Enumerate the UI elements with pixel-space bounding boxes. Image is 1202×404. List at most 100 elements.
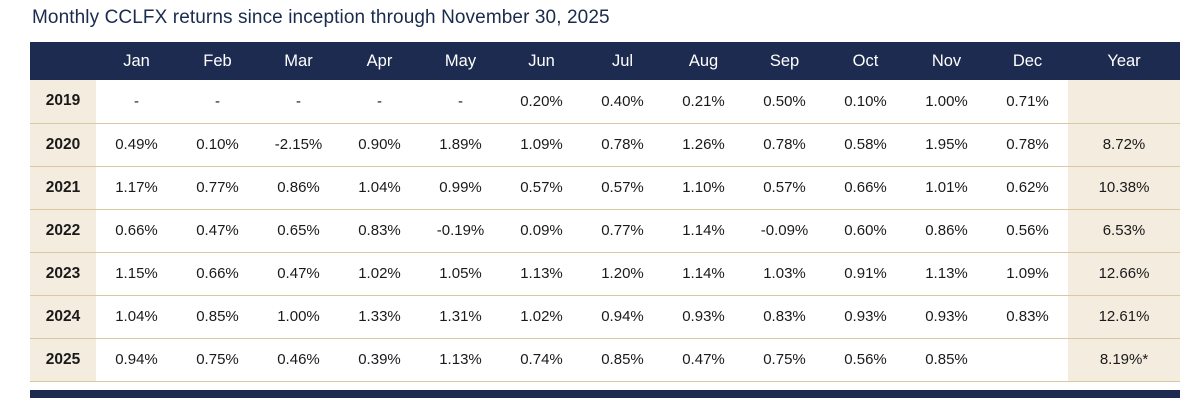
return-cell: 1.17% [115,179,158,196]
return-cell: 1.03% [763,265,806,282]
return-cell: 1.02% [520,308,563,325]
return-cell: 0.60% [844,222,887,239]
return-cell: 1.31% [439,308,482,325]
return-cell: 1.26% [682,136,725,153]
table-row-2024: 2024 1.04% 0.85% 1.00% 1.33% 1.31% 1.02% 0.94% 0… [30,295,1180,338]
return-cell: 0.75% [196,351,239,368]
return-cell: 0.46% [277,351,320,368]
table-row-2022: 2022 0.66% 0.47% 0.65% 0.83% -0.19% 0.09% 0.77%… [30,209,1180,252]
year-total-cell: 8.19%* [1068,338,1180,381]
return-cell: 0.09% [520,222,563,239]
return-cell: 0.57% [601,179,644,196]
table-row-2019: 2019 - - - - - 0.20% 0.40% 0.21% 0.50% 0.10% 1.00% 0… [30,80,1180,123]
return-cell: 0.58% [844,136,887,153]
return-cell: 0.86% [277,179,320,196]
return-cell: - [134,92,139,110]
row-year-label: 2025 [30,338,96,381]
return-cell: 0.49% [115,136,158,153]
year-total-cell: 10.38% [1068,166,1180,209]
return-cell: 0.66% [115,222,158,239]
row-year-label: 2022 [30,209,96,252]
return-cell: 0.83% [1006,308,1049,325]
column-header-jan: Jan [123,51,150,70]
return-cell: 1.14% [682,222,725,239]
table-header-row: Jan Feb Mar Apr May Jun Jul Aug Sep Oct Nov Dec Year [30,42,1180,80]
return-cell: 0.47% [682,351,725,368]
column-header-aug: Aug [688,51,719,70]
column-header-mar: Mar [284,51,313,70]
return-cell: 0.85% [196,308,239,325]
return-cell: 1.33% [358,308,401,325]
table-row-2020: 2020 0.49% 0.10% -2.15% 0.90% 1.89% 1.09% 0.78%… [30,123,1180,166]
row-year-label: 2019 [30,80,96,123]
monthly-returns-table: Jan Feb Mar Apr May Jun Jul Aug Sep Oct Nov Dec Year… [30,42,1180,382]
return-cell: 1.09% [520,136,563,153]
row-year-label: 2024 [30,295,96,338]
column-header-jun: Jun [528,51,555,70]
row-year-label: 2023 [30,252,96,295]
return-cell: 0.78% [1006,136,1049,153]
column-header-feb: Feb [203,51,232,70]
return-cell: 0.21% [682,92,725,110]
table-row-2025: 2025 0.94% 0.75% 0.46% 0.39% 1.13% 0.74% 0.85% 0… [30,338,1180,381]
return-cell: - [215,92,220,110]
column-header-may: May [444,51,477,70]
table-body: 2019 - - - - - 0.20% 0.40% 0.21% 0.50% 0.10% 1.00% 0… [30,80,1180,381]
return-cell: 0.39% [358,351,401,368]
return-cell: 0.86% [925,222,968,239]
return-cell: 0.66% [844,179,887,196]
return-cell: - [458,92,463,110]
year-total-cell: 8.72% [1068,123,1180,166]
return-cell: 0.47% [196,222,239,239]
return-cell: 1.04% [115,308,158,325]
return-cell: 0.40% [601,92,644,110]
return-cell: 0.90% [358,136,401,153]
year-total-cell: 6.53% [1068,209,1180,252]
return-cell: 0.77% [601,222,644,239]
return-cell: 1.05% [439,265,482,282]
return-cell: 0.57% [763,179,806,196]
return-cell: 0.99% [439,179,482,196]
return-cell: 1.95% [925,136,968,153]
column-header-nov: Nov [931,51,962,70]
return-cell: 0.83% [358,222,401,239]
return-cell: 1.13% [925,265,968,282]
return-cell: 0.93% [682,308,725,325]
column-header-sep: Sep [769,51,800,70]
return-cell: 0.85% [601,351,644,368]
return-cell: 0.65% [277,222,320,239]
row-year-label: 2020 [30,123,96,166]
return-cell: 0.74% [520,351,563,368]
return-cell: 0.47% [277,265,320,282]
table-header: Jan Feb Mar Apr May Jun Jul Aug Sep Oct Nov Dec Year [30,42,1180,80]
column-header-dec: Dec [1012,51,1043,70]
return-cell: 0.78% [763,136,806,153]
return-cell: 0.77% [196,179,239,196]
return-cell: 1.20% [601,265,644,282]
return-cell: 0.66% [196,265,239,282]
return-cell: 0.20% [520,92,563,110]
return-cell: -2.15% [274,136,323,153]
table-footer-bar [30,389,1180,398]
return-cell: 0.94% [601,308,644,325]
return-cell: 1.02% [358,265,401,282]
return-cell: 1.04% [358,179,401,196]
column-header-apr: Apr [366,51,393,70]
return-cell: 1.00% [925,92,968,110]
return-cell: 0.62% [1006,179,1049,196]
return-cell: 0.93% [925,308,968,325]
return-cell: 1.15% [115,265,158,282]
return-cell: 0.10% [844,92,887,110]
return-cell: 0.94% [115,351,158,368]
table-row-2021: 2021 1.17% 0.77% 0.86% 1.04% 0.99% 0.57% 0.57% 1… [30,166,1180,209]
return-cell: 0.56% [844,351,887,368]
column-header-oct: Oct [852,51,879,70]
column-header-year: Year [1107,51,1141,70]
return-cell: 0.91% [844,265,887,282]
return-cell: -0.09% [760,222,809,239]
return-cell: 1.13% [439,351,482,368]
column-header-jul: Jul [611,51,634,70]
return-cell: 1.10% [682,179,725,196]
return-cell: 0.85% [925,351,968,368]
